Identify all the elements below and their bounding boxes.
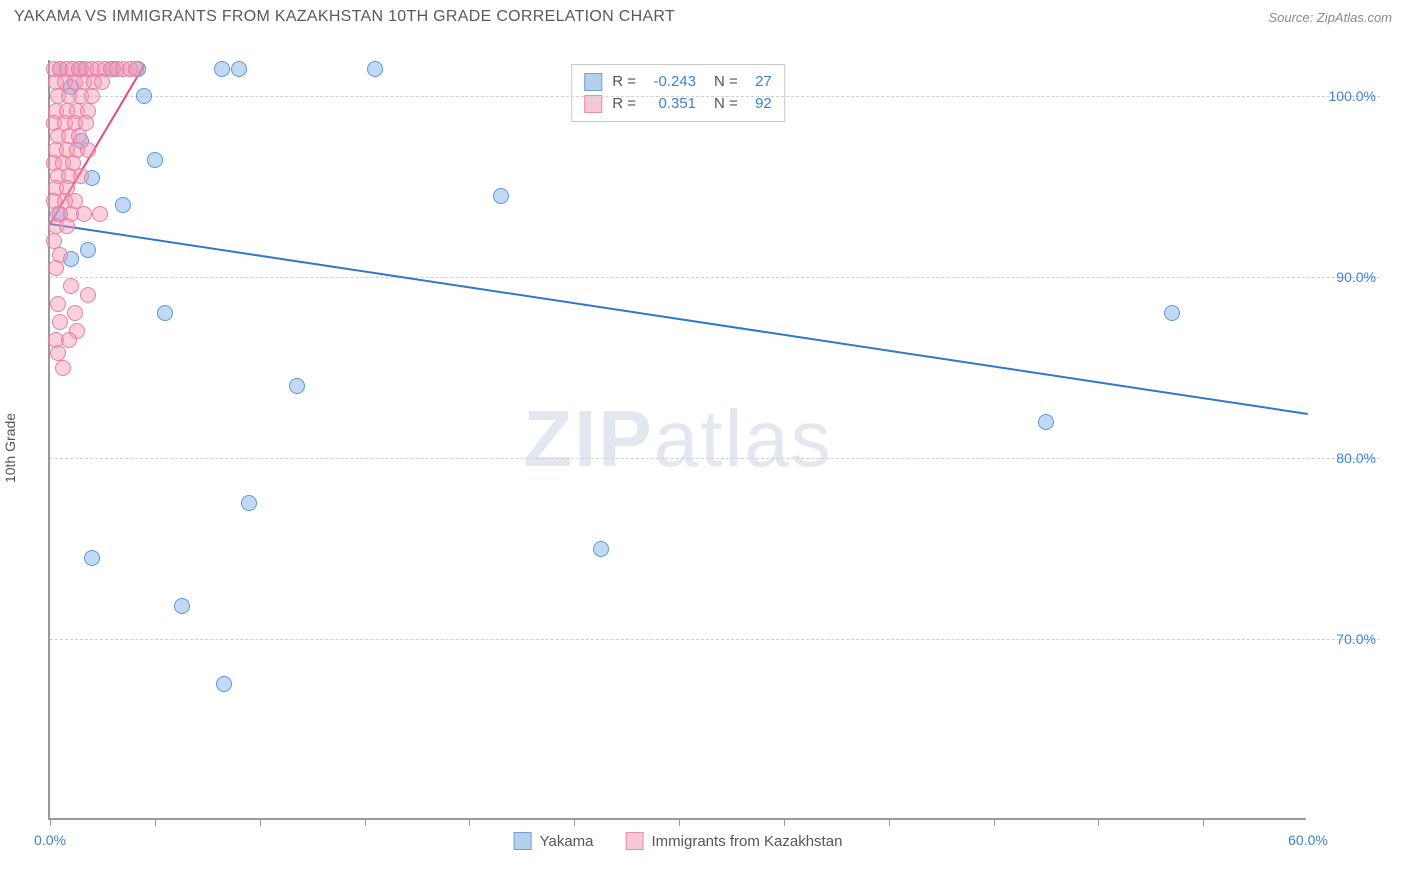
data-point <box>241 495 257 511</box>
data-point <box>1164 305 1180 321</box>
data-point <box>59 218 75 234</box>
data-point <box>136 88 152 104</box>
chart-area: 10th Grade ZIPatlas R =-0.243N =27R =0.3… <box>48 60 1378 820</box>
chart-title: YAKAMA VS IMMIGRANTS FROM KAZAKHSTAN 10T… <box>14 8 675 26</box>
data-point <box>80 242 96 258</box>
y-tick-label: 100.0% <box>1329 88 1376 104</box>
watermark-bold: ZIP <box>523 394 653 483</box>
data-point <box>231 61 247 77</box>
x-tick <box>1098 818 1099 826</box>
data-point <box>94 74 110 90</box>
y-tick-label: 90.0% <box>1336 269 1376 285</box>
data-point <box>67 305 83 321</box>
legend-swatch <box>514 832 532 850</box>
x-tick <box>365 818 366 826</box>
data-point <box>493 188 509 204</box>
stats-legend: R =-0.243N =27R =0.351N =92 <box>571 64 785 122</box>
series-legend-item: Yakama <box>514 832 594 850</box>
data-point <box>52 314 68 330</box>
data-point <box>84 550 100 566</box>
data-point <box>50 296 66 312</box>
stat-r-label: R = <box>612 71 636 93</box>
data-point <box>289 378 305 394</box>
data-point <box>71 128 87 144</box>
watermark-rest: atlas <box>654 394 833 483</box>
source-label: Source: ZipAtlas.com <box>1268 10 1392 25</box>
y-axis-label: 10th Grade <box>2 413 18 483</box>
x-axis-label: 0.0% <box>34 832 66 848</box>
gridline-h <box>50 277 1380 278</box>
data-point <box>216 676 232 692</box>
gridline-h <box>50 639 1380 640</box>
data-point <box>593 541 609 557</box>
stat-n-value: 27 <box>744 71 772 93</box>
x-tick <box>679 818 680 826</box>
data-point <box>80 142 96 158</box>
x-tick <box>994 818 995 826</box>
data-point <box>55 360 71 376</box>
data-point <box>174 598 190 614</box>
series-legend-item: Immigrants from Kazakhstan <box>626 832 843 850</box>
data-point <box>214 61 230 77</box>
data-point <box>1038 414 1054 430</box>
legend-swatch <box>584 95 602 113</box>
data-point <box>92 206 108 222</box>
stat-n-label: N = <box>714 71 738 93</box>
legend-label: Immigrants from Kazakhstan <box>652 833 843 850</box>
x-axis-label: 60.0% <box>1288 832 1328 848</box>
data-point <box>80 287 96 303</box>
x-tick <box>260 818 261 826</box>
data-point <box>76 206 92 222</box>
y-tick-label: 80.0% <box>1336 450 1376 466</box>
watermark: ZIPatlas <box>523 393 832 485</box>
data-point <box>147 152 163 168</box>
x-tick <box>574 818 575 826</box>
stats-legend-row: R = -0.243 N = 27 <box>584 71 772 93</box>
x-tick <box>50 818 51 826</box>
data-point <box>157 305 173 321</box>
data-point <box>63 278 79 294</box>
x-tick <box>469 818 470 826</box>
legend-swatch <box>626 832 644 850</box>
data-point <box>367 61 383 77</box>
x-tick <box>155 818 156 826</box>
data-point <box>128 61 144 77</box>
plot-region: ZIPatlas R =-0.243N =27R =0.351N =92 Yak… <box>48 60 1306 820</box>
data-point <box>48 260 64 276</box>
gridline-h <box>50 458 1380 459</box>
trend-line <box>50 223 1308 415</box>
y-tick-label: 70.0% <box>1336 631 1376 647</box>
legend-label: Yakama <box>540 833 594 850</box>
stat-r-value: -0.243 <box>642 71 696 93</box>
x-tick <box>784 818 785 826</box>
legend-swatch <box>584 73 602 91</box>
series-legend: Yakama Immigrants from Kazakhstan <box>514 832 843 850</box>
header: YAKAMA VS IMMIGRANTS FROM KAZAKHSTAN 10T… <box>0 0 1406 30</box>
x-tick <box>889 818 890 826</box>
gridline-h <box>50 96 1380 97</box>
data-point <box>73 168 89 184</box>
data-point <box>115 197 131 213</box>
x-tick <box>1203 818 1204 826</box>
